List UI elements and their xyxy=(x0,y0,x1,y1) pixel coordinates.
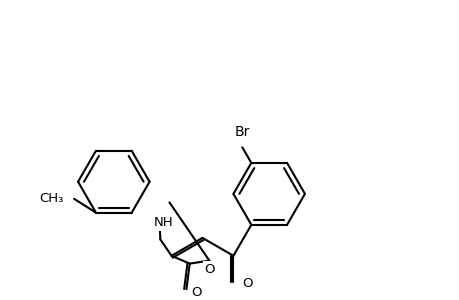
Text: O: O xyxy=(204,262,214,276)
Text: O: O xyxy=(190,286,201,299)
Text: CH₃: CH₃ xyxy=(39,192,63,205)
Text: O: O xyxy=(241,277,252,290)
Text: Br: Br xyxy=(234,125,250,140)
Text: NH: NH xyxy=(153,217,173,230)
